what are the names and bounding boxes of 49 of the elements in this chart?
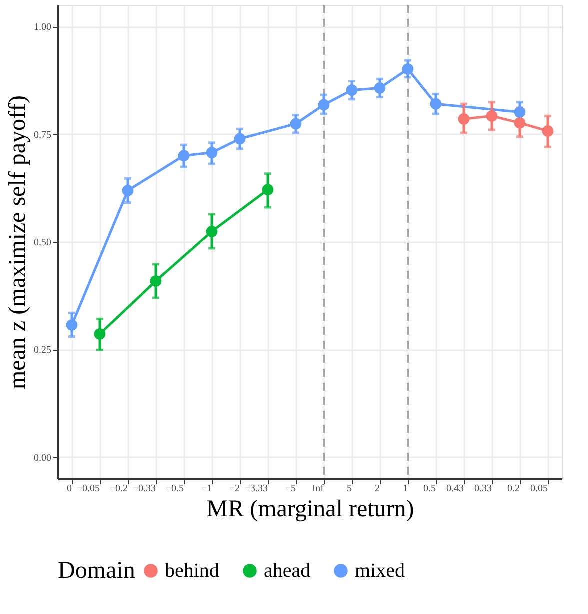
legend-label: mixed	[355, 560, 405, 582]
point	[402, 64, 414, 75]
x-tick-label: 0.5	[424, 484, 436, 494]
x-tick-label: −1	[201, 484, 212, 494]
x-tick-label: Inf	[312, 484, 325, 494]
x-tick-label: 1	[403, 484, 408, 494]
x-tick-label: 0.33	[474, 484, 492, 494]
legend-title: Domain	[58, 558, 136, 584]
point	[346, 84, 358, 96]
y-axis-title: mean z (maximize self payoff)	[5, 95, 31, 390]
x-tick-label: 0.43	[446, 484, 464, 494]
y-tick-label: 1.00	[34, 22, 52, 34]
point	[514, 117, 526, 129]
x-tick-label: 2	[375, 484, 380, 494]
point	[206, 147, 218, 158]
point	[458, 114, 470, 125]
y-tick-label: 0.75	[34, 130, 52, 141]
x-tick-label: −2	[229, 484, 240, 494]
point	[66, 319, 78, 331]
y-tick-label: 0.50	[34, 238, 52, 248]
x-tick-label: −5	[285, 484, 296, 494]
x-tick-label: −0.05	[76, 484, 100, 494]
x-tick-label: 0.2	[508, 484, 520, 494]
point	[206, 226, 218, 238]
legend-label: behind	[165, 560, 220, 582]
point	[234, 133, 246, 145]
point	[122, 185, 134, 196]
point	[290, 118, 302, 130]
x-tick-label: 0	[67, 484, 72, 494]
legend-label: ahead	[264, 560, 311, 582]
x-tick-label: −0.5	[166, 484, 184, 494]
point	[514, 106, 526, 118]
point	[486, 110, 498, 122]
point	[430, 98, 442, 110]
point	[318, 99, 330, 111]
point	[94, 328, 106, 340]
x-tick-label: −0.33	[132, 484, 156, 494]
y-tick-label: 0.25	[34, 345, 52, 356]
x-tick-label: −0.2	[110, 484, 128, 494]
x-tick-label: 0.05	[530, 484, 548, 494]
point	[150, 276, 162, 287]
point	[374, 82, 386, 94]
point	[178, 150, 190, 162]
x-axis-title: MR (marginal return)	[206, 496, 414, 522]
x-tick-label: 5	[347, 484, 352, 494]
y-tick-label: 0.00	[34, 452, 52, 464]
x-tick-label: −3.33	[244, 484, 268, 494]
point	[262, 184, 274, 196]
point	[542, 126, 554, 137]
